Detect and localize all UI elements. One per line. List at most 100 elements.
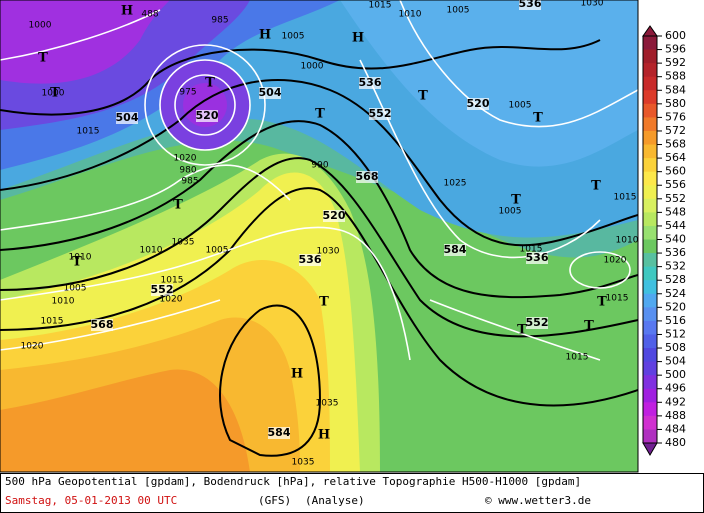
colorbar-band [643,239,657,254]
pressure-center: T [597,295,607,310]
pressure-center: T [173,198,183,213]
colorbar-band [643,185,657,200]
colorbar-band [643,212,657,227]
label-bg [526,252,548,264]
contour-label: 1020 [604,256,627,266]
contour-label: 1005 [206,246,229,256]
colorbar-band [643,171,657,186]
contour-label: 1010 [52,297,75,307]
contour-label: 1035 [172,238,195,248]
colorbar-label: 488 [665,409,686,422]
colorbar-label: 576 [665,110,686,123]
pressure-center: T [584,319,594,334]
pressure-center: T [319,295,329,310]
colorbar-label: 528 [665,273,686,286]
colorbar-cap [642,442,658,456]
contour-label: 985 [211,16,228,26]
contour-label: 1005 [499,207,522,217]
contour-label: 1015 [614,193,637,203]
contour-label: 1010 [69,253,92,263]
pressure-center: H [291,367,303,382]
footer-date: Samstag, 05-01-2013 00 UTC [5,494,177,507]
contour-label: 990 [311,161,328,171]
colorbar-label: 520 [665,300,686,313]
contour-label: 520 [196,109,219,122]
contour-label: 552 [151,283,174,296]
colorbar-label: 560 [665,165,686,178]
contour-label: 1015 [566,353,589,363]
colorbar-label: 532 [665,260,686,273]
contour-label: 980 [179,166,196,176]
colorbar-band [643,49,657,64]
colorbar-band [643,402,657,417]
contour-label: 1005 [64,284,87,294]
colorbar-band [643,280,657,295]
colorbar-label: 512 [665,327,686,340]
contour-label: 1010 [616,236,639,246]
pressure-center: T [72,255,82,270]
pressure-center: T [591,179,601,194]
colorbar-label: 572 [665,124,686,137]
colorbar-label: 524 [665,287,686,300]
contour-label: 1010 [140,246,163,256]
colorbar-label: 500 [665,368,686,381]
colorbar-label: 596 [665,43,686,56]
contour-label: 975 [179,88,196,98]
contour-label: 1015 [606,294,629,304]
colorbar-band [643,266,657,281]
label-bg [444,244,466,256]
footer-model: (GFS) [258,494,291,507]
colorbar-label: 508 [665,341,686,354]
pressure-center: T [315,107,325,122]
contour-label: 1025 [444,179,467,189]
contour-label: 520 [467,97,490,110]
label-bg [359,77,381,89]
contour-label: 488 [141,10,158,20]
contour-label: 584 [268,426,291,439]
colorbar-band [643,158,657,173]
pressure-center: T [511,193,521,208]
contour-label: 568 [91,318,114,331]
footer-run: (Analyse) [305,494,365,507]
label-bg [91,319,113,331]
colorbar-band [643,293,657,308]
contour-label: 1035 [292,458,315,468]
colorbar-band [643,307,657,322]
colorbar-band [643,144,657,159]
label-bg [268,427,290,439]
colorbar-label: 544 [665,219,686,232]
contour-label: 1000 [42,89,65,99]
colorbar-band [643,334,657,349]
pressure-center: T [517,323,527,338]
colorbar-band [643,348,657,363]
pressure-center: H [318,428,330,443]
pressure-center: T [50,86,60,101]
contour-label: 536 [526,251,549,264]
colorbar-label: 600 [665,29,686,42]
colorbar-cap [642,25,658,37]
contour-label: 536 [359,76,382,89]
contour-label: 1015 [41,317,64,327]
contour-label: 985 [181,177,198,187]
colorbar-band [643,429,657,444]
contour-label: 1035 [316,399,339,409]
contour-label: 1020 [160,295,183,305]
footer-title: 500 hPa Geopotential [gpdam], Bodendruck… [5,475,581,488]
contour-label: 1000 [29,21,52,31]
contour-label: 1015 [77,127,100,137]
pressure-center: H [121,4,133,19]
map-field [0,0,638,472]
colorbar-band [643,415,657,430]
label-bg [467,98,489,110]
label-bg [116,112,138,124]
contour-label: 536 [519,0,542,10]
colorbar-label: 540 [665,233,686,246]
colorbar-label: 584 [665,83,686,96]
contour-label: 584 [444,243,467,256]
label-bg [196,110,218,122]
contour-label: 1005 [447,6,470,16]
contour-label: 1020 [174,154,197,164]
pressure-center: T [205,76,215,91]
colorbar-label: 588 [665,70,686,83]
colorbar-band [643,76,657,91]
